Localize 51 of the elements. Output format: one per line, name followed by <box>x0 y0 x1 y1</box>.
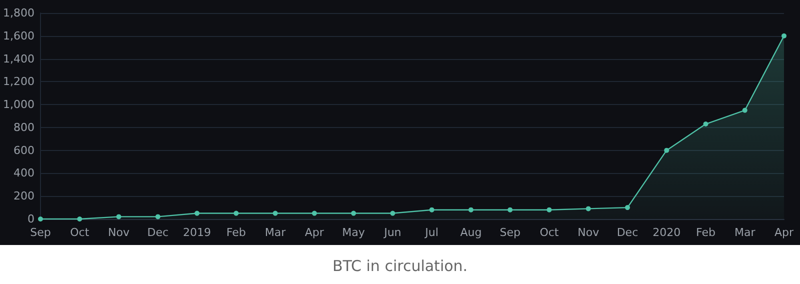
x-tick-label: Oct <box>70 226 90 239</box>
point <box>390 210 396 216</box>
x-tick-label: Jul <box>424 226 438 239</box>
x-tick-label: Apr <box>774 226 794 239</box>
point <box>468 207 474 212</box>
y-tick-label: 400 <box>13 166 34 180</box>
x-tick-label: 2019 <box>183 226 212 239</box>
x-tick-label: Nov <box>578 226 600 239</box>
y-tick-label: 800 <box>13 120 34 134</box>
y-tick-label: 1,400 <box>2 52 34 66</box>
point <box>586 206 591 212</box>
point <box>272 210 278 216</box>
x-tick-label: Oct <box>540 226 560 239</box>
point <box>664 148 670 153</box>
x-tick-label: Jun <box>383 226 402 239</box>
x-tick-label: 2020 <box>652 226 681 239</box>
x-tick-label: Feb <box>226 226 246 239</box>
point <box>703 122 708 127</box>
x-tick-label: Aug <box>460 226 482 239</box>
x-tick-label: Sep <box>30 226 51 239</box>
x-tick-label: Dec <box>147 226 169 239</box>
point <box>742 108 748 113</box>
x-tick-label: Sep <box>500 226 520 239</box>
x-tick-label: Dec <box>616 226 638 239</box>
point <box>782 33 786 38</box>
x-tick-label: Nov <box>108 226 130 239</box>
x-tick-label: Mar <box>734 226 756 239</box>
point <box>312 210 317 216</box>
point <box>429 207 434 212</box>
y-tick-label: 1,800 <box>2 6 34 20</box>
y-tick-label: 600 <box>13 144 34 157</box>
point <box>77 216 82 222</box>
point <box>546 207 552 212</box>
point <box>624 205 630 210</box>
point <box>234 210 239 216</box>
point <box>155 214 160 220</box>
point <box>38 216 43 222</box>
y-tick-label: 1,600 <box>2 29 34 42</box>
point <box>194 210 200 216</box>
x-tick-label: Mar <box>264 226 286 239</box>
y-tick-label: 200 <box>13 190 34 203</box>
x-tick-label: Feb <box>696 226 716 239</box>
x-tick-label: May <box>342 226 366 239</box>
point <box>116 214 122 220</box>
text: BTC in circulation. <box>331 257 469 275</box>
y-tick-label: 1,000 <box>2 98 34 112</box>
y-tick-label: 0 <box>27 212 34 226</box>
x-tick-label: Apr <box>304 226 324 239</box>
point <box>508 207 513 212</box>
y-tick-label: 1,200 <box>2 75 34 88</box>
point <box>351 210 356 216</box>
